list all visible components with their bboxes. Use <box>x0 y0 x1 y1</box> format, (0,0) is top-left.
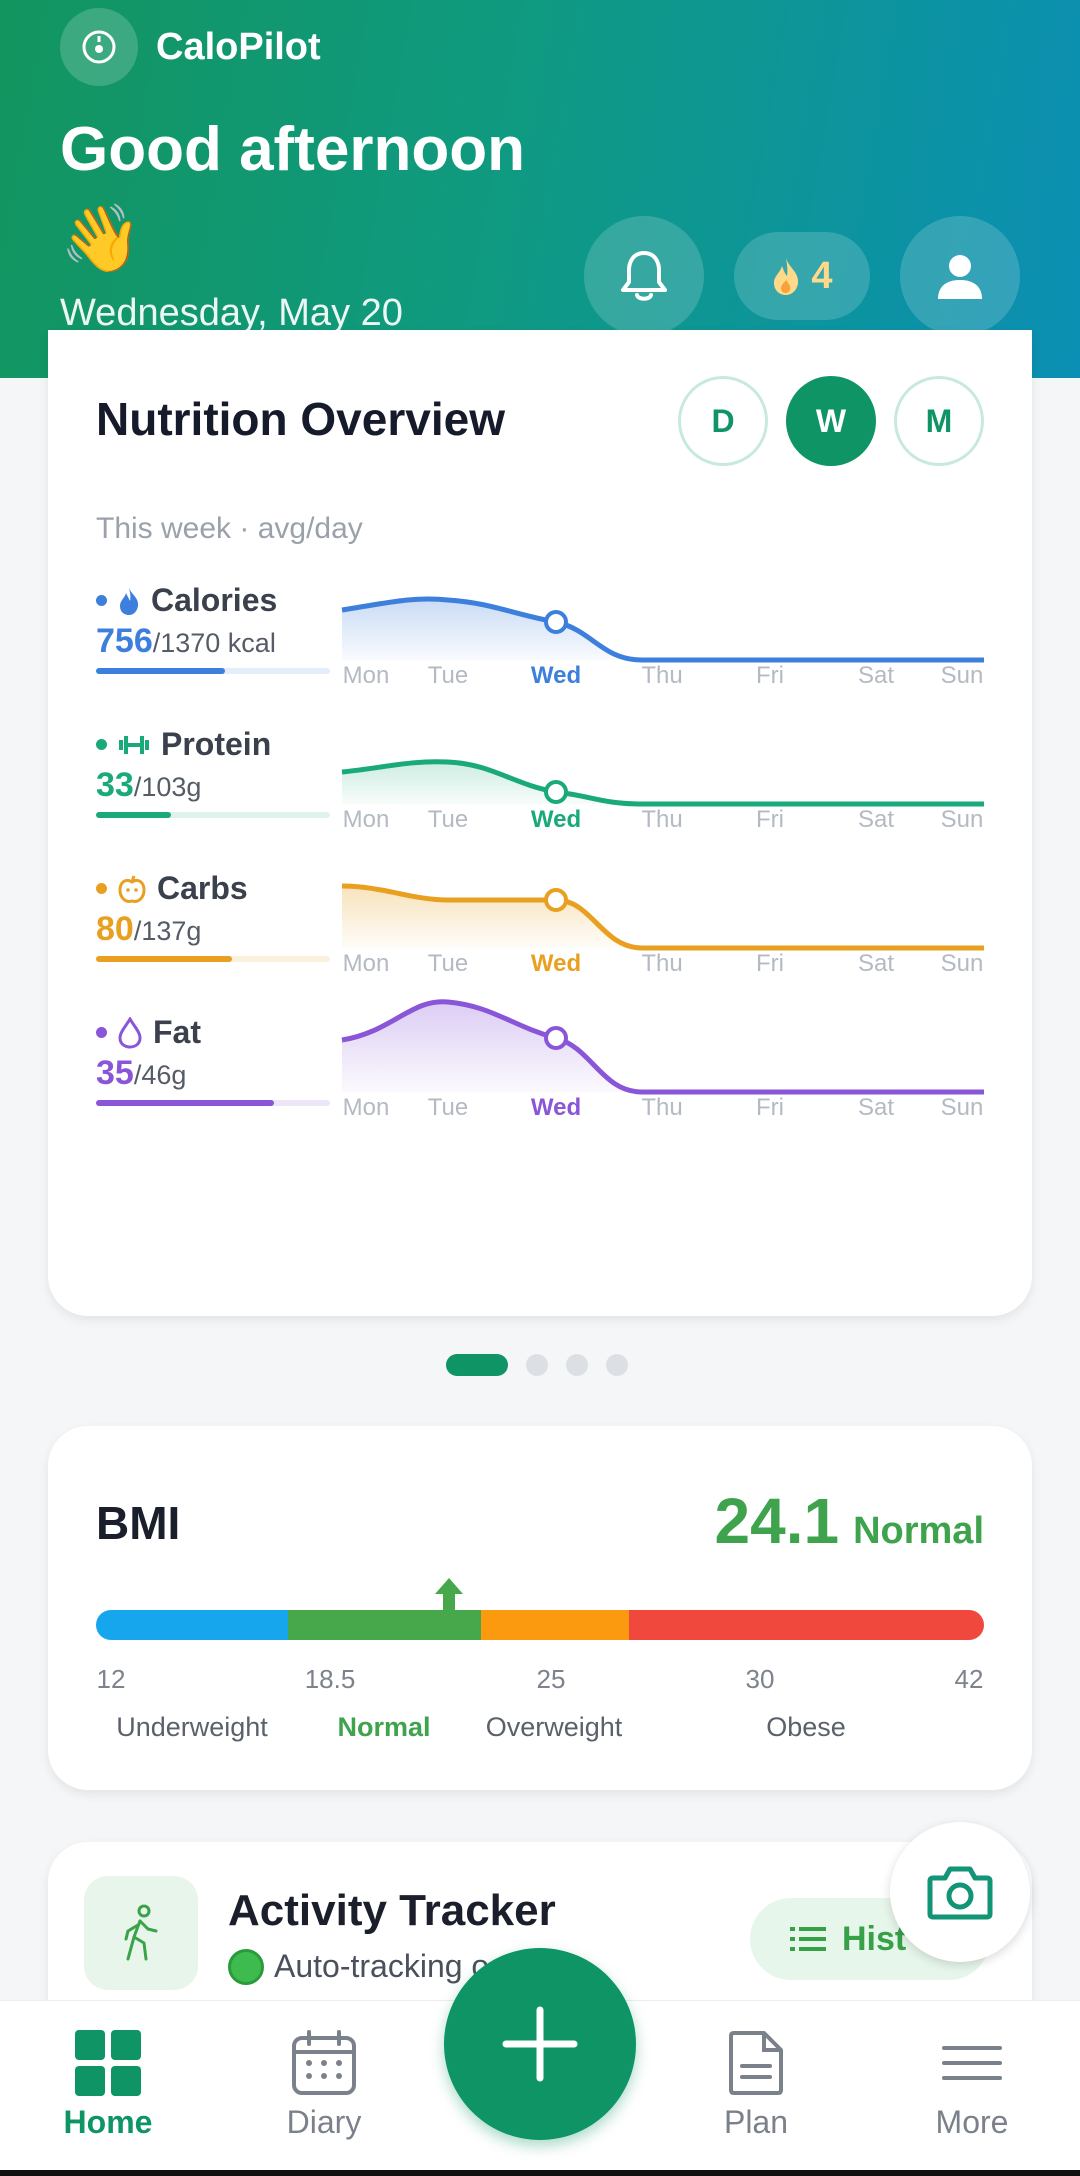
pager-dot[interactable] <box>446 1354 508 1376</box>
carbs-value: 80/137g <box>96 910 202 948</box>
bmi-tick: 30 <box>745 1664 775 1694</box>
bmi-title: BMI <box>96 1497 181 1549</box>
carbs-dot <box>96 883 107 894</box>
menu-icon <box>942 2046 1002 2080</box>
bmi-tick: 18.5 <box>304 1664 356 1694</box>
bmi-tick: 25 <box>536 1664 566 1694</box>
activity-status: Auto-tracking o <box>228 1948 489 1985</box>
droplet-icon <box>118 1016 142 1049</box>
streak-count: 4 <box>811 254 833 297</box>
bmi-status: Normal <box>853 1510 984 1552</box>
flame-icon <box>120 587 139 615</box>
carbs-progress-bar <box>96 956 330 962</box>
bmi-scale-bar <box>96 1610 984 1640</box>
brand: CaloPilot <box>60 8 321 86</box>
carbs-day-labels: Mon Tue Wed Thu Fri Sat Sun <box>342 950 984 977</box>
app-header: CaloPilot Good afternoon 👋 Wednesday, Ma… <box>0 0 1080 378</box>
metric-fat: Fat <box>96 1014 201 1051</box>
calendar-icon <box>292 2030 356 2095</box>
calories-dot <box>96 595 107 606</box>
fat-progress-bar <box>96 1100 330 1106</box>
plus-icon <box>502 2006 578 2082</box>
bmi-segment-overweight <box>481 1610 629 1640</box>
bmi-segment-underweight <box>96 1610 288 1640</box>
protein-value: 33/103g <box>96 766 202 804</box>
metric-carbs: Carbs <box>96 870 248 907</box>
status-dot-icon <box>228 1948 264 1985</box>
current-date: Wednesday, May 20 <box>60 292 403 334</box>
brand-logo-icon <box>60 8 138 86</box>
nutrition-subtitle: This week · avg/day <box>96 512 363 545</box>
nav-home[interactable]: Home <box>28 2030 188 2141</box>
bmi-value: 24.1 Normal <box>715 1484 984 1558</box>
fat-dot <box>96 1027 107 1038</box>
system-nav-bar <box>0 2170 1080 2176</box>
notifications-button[interactable] <box>584 216 704 336</box>
grid-icon <box>75 2030 141 2096</box>
bmi-number: 24.1 <box>714 1485 840 1557</box>
range-week-button[interactable]: W <box>786 376 876 466</box>
nutrition-overview-card <box>48 330 1032 1316</box>
app-name: CaloPilot <box>156 25 321 68</box>
pager-dot[interactable] <box>526 1354 548 1376</box>
bmi-indicator-arrow <box>435 1578 463 1614</box>
calories-value: 756/1370 kcal <box>96 622 276 660</box>
calories-chart <box>341 596 984 663</box>
protein-day-labels: Mon Tue Wed Thu Fri Sat Sun <box>342 806 984 833</box>
metric-calories: Calories <box>96 582 277 619</box>
flame-icon <box>774 258 799 295</box>
streak-badge[interactable]: 4 <box>734 232 870 320</box>
bmi-card <box>48 1426 1032 1790</box>
protein-chart <box>341 759 984 807</box>
list-icon <box>790 1927 826 1951</box>
metric-protein: Protein <box>96 726 271 763</box>
bmi-category-label: Normal <box>337 1712 431 1742</box>
walking-icon <box>84 1876 198 1990</box>
fat-day-labels: Mon Tue Wed Thu Fri Sat Sun <box>342 1094 984 1121</box>
user-icon <box>938 255 982 299</box>
nav-diary[interactable]: Diary <box>244 2030 404 2141</box>
camera-button[interactable] <box>890 1822 1030 1962</box>
calories-progress-bar <box>96 668 330 674</box>
fat-value: 35/46g <box>96 1054 187 1092</box>
protein-dot <box>96 739 107 750</box>
document-icon <box>729 2031 783 2095</box>
calories-day-labels: Mon Tue Wed Thu Fri Sat Sun <box>342 662 984 689</box>
profile-button[interactable] <box>900 216 1020 336</box>
range-day-button[interactable]: D <box>678 376 768 466</box>
bmi-category-label: Underweight <box>116 1712 268 1742</box>
bmi-category-label: Obese <box>766 1712 846 1742</box>
protein-progress-bar <box>96 812 330 818</box>
wave-emoji: 👋 <box>60 201 143 275</box>
pager-dot[interactable] <box>606 1354 628 1376</box>
apple-icon <box>118 875 146 903</box>
bmi-tick: 12 <box>96 1664 126 1694</box>
greeting: Good afternoon <box>60 115 525 184</box>
bmi-segment-normal <box>288 1610 481 1640</box>
dumbbell-icon <box>119 735 149 754</box>
bell-icon <box>621 251 667 301</box>
bmi-tick: 42 <box>954 1664 984 1694</box>
add-entry-button[interactable] <box>444 1948 636 2140</box>
activity-title: Activity Tracker <box>228 1886 556 1935</box>
pager-dot[interactable] <box>566 1354 588 1376</box>
carousel-pager[interactable] <box>446 1354 628 1376</box>
nav-more[interactable]: More <box>892 2030 1052 2141</box>
camera-icon <box>927 1866 993 1920</box>
nutrition-title: Nutrition Overview <box>96 393 505 445</box>
bmi-category-label: Overweight <box>485 1712 623 1742</box>
bmi-segment-obese <box>629 1610 984 1640</box>
fat-chart <box>341 999 984 1095</box>
range-month-button[interactable]: M <box>894 376 984 466</box>
nav-plan[interactable]: Plan <box>676 2030 836 2141</box>
carbs-chart <box>341 883 984 951</box>
